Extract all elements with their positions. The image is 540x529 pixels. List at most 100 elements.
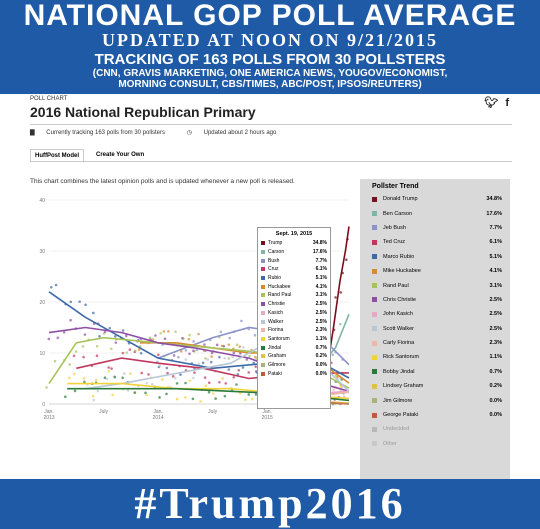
series-swatch: [261, 362, 265, 367]
tooltip-name: Santorum: [268, 335, 290, 342]
poll-dot: [133, 391, 137, 394]
poll-dot: [134, 349, 137, 353]
poll-dot: [83, 333, 87, 336]
banner-headline: NATIONAL GOP POLL AVERAGE: [23, 0, 517, 32]
legend-item[interactable]: Ben Carson 17.6%: [360, 206, 510, 220]
poll-dot: [150, 382, 154, 386]
series-swatch: [261, 293, 265, 298]
legend-item[interactable]: Undecided: [360, 422, 510, 436]
poll-dot: [245, 358, 249, 361]
poll-dot: [159, 331, 162, 335]
banner-pollsters-1: (CNN, GRAVIS MARKETING, ONE AMERICA NEWS…: [92, 68, 448, 79]
legend-item[interactable]: Chris Christie 2.5%: [360, 293, 510, 307]
poll-dot: [94, 378, 98, 382]
chart-meta: ▇ Currently tracking 163 polls from 30 p…: [30, 129, 296, 136]
divider: [30, 161, 512, 162]
poll-dot: [235, 383, 238, 386]
legend-item[interactable]: Jeb Bush 7.7%: [360, 221, 510, 235]
legend-item[interactable]: John Kasich 2.5%: [360, 307, 510, 321]
poll-dot: [345, 258, 348, 262]
tab-create-your-own[interactable]: Create Your Own: [96, 152, 145, 158]
poll-dot: [179, 373, 182, 376]
poll-dot: [254, 370, 258, 373]
poll-dot: [224, 382, 228, 385]
legend-swatch: [372, 398, 377, 404]
poll-dot: [91, 394, 95, 398]
tooltip-row: Fiorina 2.3%: [258, 326, 330, 335]
poll-dot: [197, 332, 200, 336]
poll-dot: [163, 337, 167, 340]
poll-dot: [147, 373, 150, 376]
legend-swatch: [372, 383, 377, 389]
legend-name: Mike Huckabee: [383, 268, 421, 275]
poll-dot: [218, 355, 221, 359]
y-tick-label: 0: [42, 402, 45, 408]
legend-item[interactable]: Jim Gilmore 0.0%: [360, 393, 510, 407]
series-swatch: [261, 276, 265, 281]
x-tick-label: Jan.: [153, 409, 162, 415]
poll-dot: [221, 377, 224, 380]
legend-value: 2.3%: [489, 340, 502, 347]
chart-tooltip: Sept. 19, 2015 Trump 34.8% Carson 17.6% Bush…: [257, 227, 331, 409]
legend-item[interactable]: Other: [360, 437, 510, 451]
legend-item[interactable]: George Pataki 0.0%: [360, 408, 510, 422]
poll-dot: [158, 396, 161, 399]
tooltip-value: 1.1%: [315, 335, 327, 342]
poll-dot: [218, 380, 221, 384]
facebook-icon[interactable]: f: [505, 97, 509, 109]
poll-dot: [107, 369, 111, 373]
legend-item[interactable]: Lindsey Graham 0.2%: [360, 379, 510, 393]
poll-dot: [177, 355, 180, 359]
poll-dot: [203, 376, 207, 379]
poll-dot: [191, 376, 195, 380]
tooltip-row: Kasich 2.5%: [258, 309, 330, 318]
poll-dot: [188, 379, 192, 382]
tooltip-value: 0.0%: [315, 361, 327, 368]
x-tick-label: 2014: [153, 415, 164, 421]
tooltip-value: 0.2%: [315, 353, 327, 360]
legend-name: Rand Paul: [383, 282, 409, 289]
poll-dot: [247, 371, 251, 374]
tab-huffpost-model[interactable]: HuffPost Model: [30, 149, 84, 163]
legend-item[interactable]: Mike Huckabee 4.1%: [360, 264, 510, 278]
poll-dot: [103, 376, 107, 380]
tooltip-name: Carson: [268, 249, 285, 256]
legend-item[interactable]: Carly Fiorina 2.3%: [360, 336, 510, 350]
legend-item[interactable]: Rick Santorum 1.1%: [360, 350, 510, 364]
series-swatch: [261, 250, 265, 255]
legend-name: Undecided: [383, 426, 410, 433]
tooltip-row: Christie 2.5%: [258, 300, 330, 309]
poll-dot: [238, 345, 242, 348]
poll-dot: [49, 285, 53, 289]
legend-value: 0.7%: [489, 368, 502, 375]
legend-item[interactable]: Rand Paul 3.1%: [360, 278, 510, 292]
legend-item[interactable]: Scott Walker 2.5%: [360, 322, 510, 336]
x-tick-label: July: [99, 409, 108, 415]
tooltip-value: 5.1%: [315, 275, 327, 282]
legend-item[interactable]: Marco Rubio 5.1%: [360, 250, 510, 264]
poll-dot: [209, 360, 213, 364]
twitter-icon[interactable]: 🐦︎: [484, 97, 499, 109]
poll-dot: [113, 375, 116, 379]
poll-dot: [203, 343, 206, 346]
legend-item[interactable]: Bobby Jindal 0.7%: [360, 365, 510, 379]
y-tick-label: 10: [39, 351, 45, 357]
legend-item[interactable]: Ted Cruz 6.1%: [360, 235, 510, 249]
y-tick-label: 30: [39, 249, 45, 255]
poll-dot: [227, 357, 231, 360]
y-tick-label: 20: [39, 300, 45, 306]
tooltip-name: Fiorina: [268, 327, 284, 334]
poll-dot: [254, 365, 257, 368]
tooltip-name: Bush: [268, 257, 280, 264]
legend-item[interactable]: Donald Trump 34.8%: [360, 192, 510, 206]
poll-dot: [83, 380, 86, 384]
poll-dot: [125, 351, 128, 354]
tooltip-name: Trump: [268, 240, 283, 247]
poll-dot: [175, 382, 179, 385]
poll-dot: [84, 303, 87, 307]
series-swatch: [261, 319, 265, 324]
tooltip-name: Walker: [268, 318, 284, 325]
poll-dot: [145, 381, 149, 385]
series-swatch: [261, 258, 265, 263]
poll-dot: [69, 300, 73, 304]
